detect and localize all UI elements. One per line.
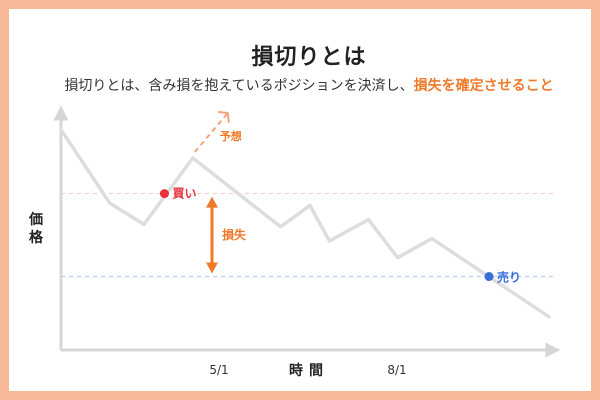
- loss-arrowhead-bottom: [206, 262, 218, 274]
- sell-label: 売り: [497, 270, 521, 285]
- y-axis-label: 価格: [28, 211, 44, 246]
- price-series-line: [59, 127, 551, 319]
- description-text: 損切りとは、含み損を抱えているポジションを決済し、: [64, 78, 414, 94]
- page-title: 損切りとは: [251, 45, 367, 70]
- x-tick-label: 8/1: [387, 363, 406, 377]
- description-highlight: 損失を確定させること: [413, 78, 554, 94]
- buy-label: 買い: [172, 187, 196, 201]
- description: 損切りとは、含み損を抱えているポジションを決済し、損失を確定させること: [9, 75, 600, 95]
- loss-label: 損失: [222, 227, 247, 242]
- buy-point-marker: [159, 189, 169, 199]
- loss-arrowhead-top: [206, 196, 218, 208]
- forecast-arrowhead: [217, 111, 230, 124]
- forecast-label: 予想: [220, 129, 242, 143]
- sell-point-marker: [484, 272, 494, 282]
- x-tick-label: 5/1: [209, 363, 228, 377]
- x-axis-label: 時間: [289, 362, 329, 379]
